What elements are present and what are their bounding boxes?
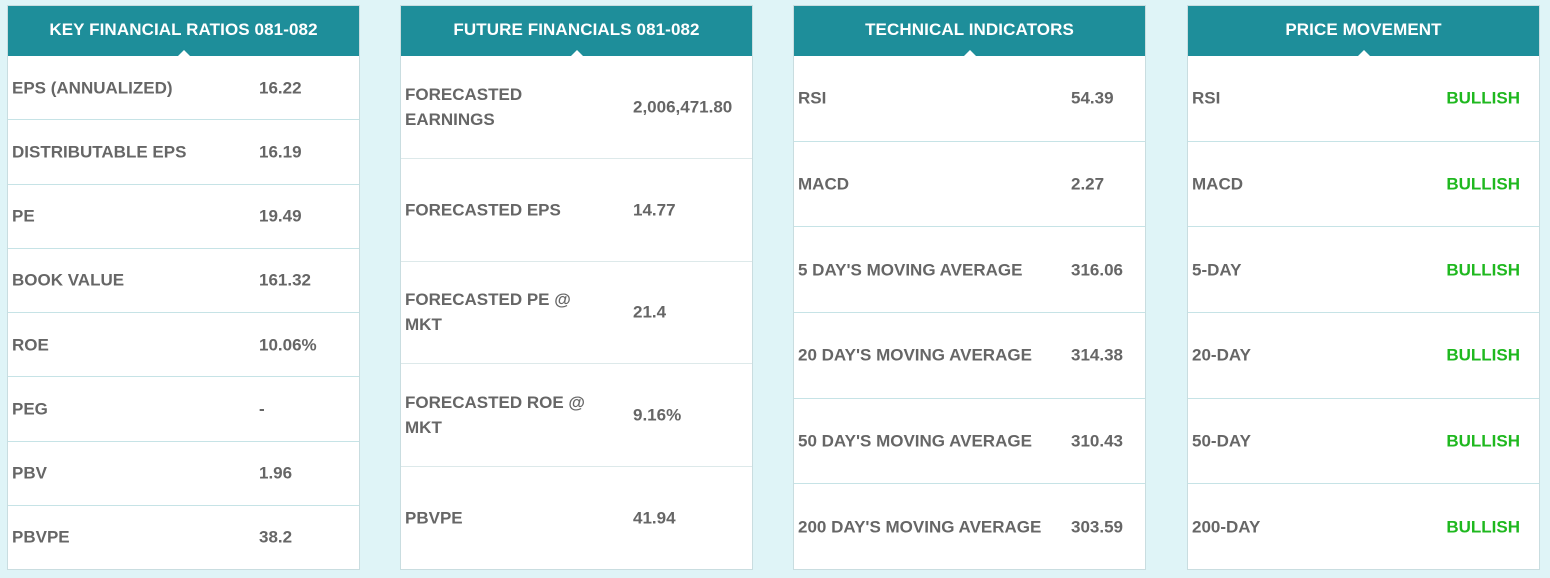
row-label: 5 DAY'S MOVING AVERAGE [798,260,1023,280]
row-label: BOOK VALUE [12,270,125,290]
caret-icon [176,50,191,57]
row-label: 200 DAY'S MOVING AVERAGE [798,517,1042,537]
status-badge: BULLISH [1446,517,1520,537]
list-item: BOOK VALUE 161.32 [8,249,359,313]
list-item: PE 19.49 [8,185,359,249]
status-badge: BULLISH [1446,88,1520,108]
list-item: RSI BULLISH [1188,56,1539,142]
panel-header: TECHNICAL INDICATORS [794,6,1145,57]
status-badge: BULLISH [1446,174,1520,194]
row-label: 50 DAY'S MOVING AVERAGE [798,431,1032,451]
list-item: FORECASTED EARNINGS 2,006,471.80 [401,56,752,159]
row-value: 19.49 [259,206,302,226]
row-label: DISTRIBUTABLE EPS [12,142,187,162]
list-item: 20 DAY'S MOVING AVERAGE 314.38 [794,313,1145,399]
row-value: 303.59 [1071,517,1123,537]
row-label: 20-DAY [1192,345,1251,365]
list-item: PBVPE 38.2 [8,506,359,569]
row-label: 20 DAY'S MOVING AVERAGE [798,345,1032,365]
list-item: 5-DAY BULLISH [1188,227,1539,314]
row-value: 310.43 [1071,431,1123,451]
row-value: 16.19 [259,142,302,162]
row-label: MACD [1192,174,1243,194]
row-label: PBV [12,463,47,483]
technical-indicators-list: RSI 54.39 MACD 2.27 5 DAY'S MOVING AVERAGE… [794,56,1145,569]
list-item: EPS (ANNUALIZED) 16.22 [8,56,359,121]
row-label: 5-DAY [1192,260,1242,280]
row-label: PBVPE [405,508,463,528]
list-item: MACD BULLISH [1188,142,1539,228]
row-value: 1.96 [259,463,293,483]
row-label: PE [12,206,35,226]
future-financials-list: FORECASTED EARNINGS 2,006,471.80 FORECAST… [401,56,752,569]
row-label: MACD [798,174,849,194]
list-item: 200 DAY'S MOVING AVERAGE 303.59 [794,484,1145,569]
panel-header: PRICE MOVEMENT [1188,6,1539,57]
technical-indicators-panel: TECHNICAL INDICATORS RSI 54.39 MACD 2.27 5… [793,5,1146,570]
list-item: 20-DAY BULLISH [1188,313,1539,399]
panel-title: PRICE MOVEMENT [1285,20,1442,39]
caret-icon [962,50,977,57]
future-financials-panel: FUTURE FINANCIALS 081-082 FORECASTED EAR… [400,5,753,570]
row-value: 2.27 [1071,174,1105,194]
list-item: 5 DAY'S MOVING AVERAGE 316.06 [794,227,1145,314]
row-label: FORECASTED PE @ MKT [405,290,571,335]
row-value: 2,006,471.80 [633,97,733,117]
row-label: FORECASTED EPS [405,200,561,220]
row-value: 314.38 [1071,345,1123,365]
status-badge: BULLISH [1446,431,1520,451]
caret-icon [1356,50,1371,57]
list-item: DISTRIBUTABLE EPS 16.19 [8,120,359,185]
ratios-list: EPS (ANNUALIZED) 16.22 DISTRIBUTABLE EPS 1… [8,56,359,569]
price-movement-panel: PRICE MOVEMENT RSI BULLISH MACD BULLISH 5-… [1187,5,1540,570]
row-value: 38.2 [259,527,293,547]
list-item: PBVPE 41.94 [401,467,752,569]
row-label: FORECASTED ROE @ MKT [405,393,585,438]
row-label: EPS (ANNUALIZED) [12,78,173,98]
panel-title: FUTURE FINANCIALS 081-082 [453,20,700,39]
list-item: 50-DAY BULLISH [1188,399,1539,485]
price-movement-list: RSI BULLISH MACD BULLISH 5-DAY BULLISH 20-D… [1188,56,1539,569]
row-value: 10.06% [259,335,317,355]
panel-header: FUTURE FINANCIALS 081-082 [401,6,752,57]
panel-header: KEY FINANCIAL RATIOS 081-082 [8,6,359,57]
row-value: 54.39 [1071,88,1114,108]
row-value: 41.94 [633,508,676,528]
row-value: - [259,399,265,419]
row-value: 316.06 [1071,260,1123,280]
row-value: 161.32 [259,270,311,290]
row-label: 200-DAY [1192,517,1261,537]
caret-icon [569,50,584,57]
list-item: FORECASTED EPS 14.77 [401,159,752,262]
row-label: 50-DAY [1192,431,1251,451]
row-label: RSI [1192,88,1221,108]
list-item: MACD 2.27 [794,142,1145,228]
panel-title: KEY FINANCIAL RATIOS 081-082 [49,20,318,39]
row-label: FORECASTED EARNINGS [405,84,523,129]
list-item: FORECASTED ROE @ MKT 9.16% [401,364,752,468]
row-label: ROE [12,335,49,355]
row-value: 14.77 [633,200,676,220]
panel-title: TECHNICAL INDICATORS [865,20,1074,39]
list-item: FORECASTED PE @ MKT 21.4 [401,262,752,365]
row-value: 9.16% [633,405,682,425]
status-badge: BULLISH [1446,260,1520,280]
list-item: PBV 1.96 [8,442,359,506]
list-item: ROE 10.06% [8,313,359,378]
list-item: 50 DAY'S MOVING AVERAGE 310.43 [794,399,1145,485]
row-value: 21.4 [633,302,667,322]
row-label: RSI [798,88,827,108]
row-label: PEG [12,399,48,419]
status-badge: BULLISH [1446,345,1520,365]
list-item: PEG - [8,377,359,442]
key-financial-ratios-panel: KEY FINANCIAL RATIOS 081-082 EPS (ANNUAL… [7,5,360,570]
row-value: 16.22 [259,78,302,98]
list-item: 200-DAY BULLISH [1188,484,1539,569]
row-label: PBVPE [12,527,70,547]
list-item: RSI 54.39 [794,56,1145,142]
